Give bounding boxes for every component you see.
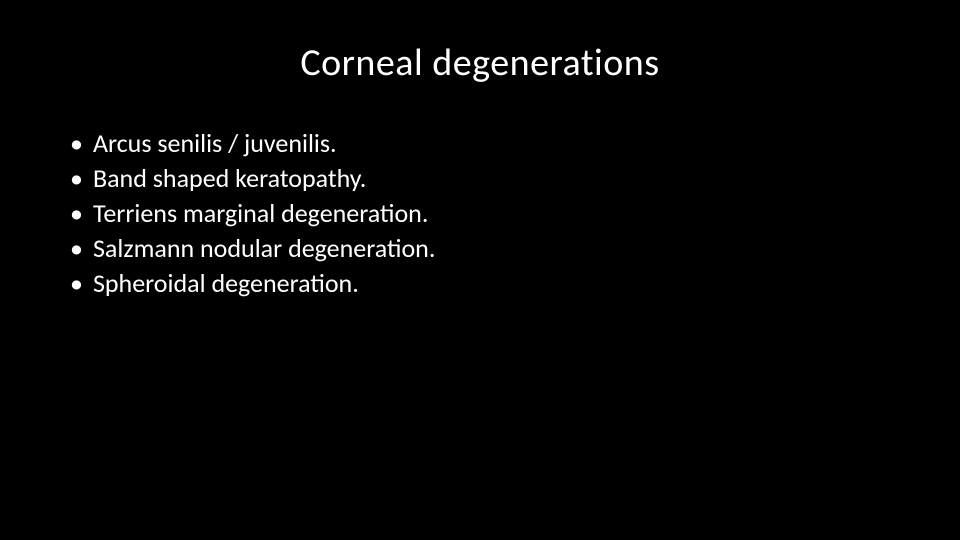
bullet-text: Terriens marginal degeneration. — [93, 196, 890, 231]
list-item: • Salzmann nodular degeneration. — [70, 231, 890, 266]
bullet-marker-icon: • — [70, 231, 83, 266]
bullet-text: Salzmann nodular degeneration. — [93, 231, 890, 266]
bullet-marker-icon: • — [70, 126, 83, 161]
bullet-text: Band shaped keratopathy. — [93, 161, 890, 196]
bullet-list: • Arcus senilis / juvenilis. • Band shap… — [70, 126, 890, 301]
list-item: • Spheroidal degeneration. — [70, 266, 890, 301]
list-item: • Arcus senilis / juvenilis. — [70, 126, 890, 161]
list-item: • Terriens marginal degeneration. — [70, 196, 890, 231]
bullet-marker-icon: • — [70, 161, 83, 196]
slide-container: Corneal degenerations • Arcus senilis / … — [0, 0, 960, 540]
slide-title: Corneal degenerations — [70, 40, 890, 86]
bullet-text: Spheroidal degeneration. — [93, 266, 890, 301]
list-item: • Band shaped keratopathy. — [70, 161, 890, 196]
bullet-text: Arcus senilis / juvenilis. — [93, 126, 890, 161]
bullet-marker-icon: • — [70, 266, 83, 301]
bullet-marker-icon: • — [70, 196, 83, 231]
